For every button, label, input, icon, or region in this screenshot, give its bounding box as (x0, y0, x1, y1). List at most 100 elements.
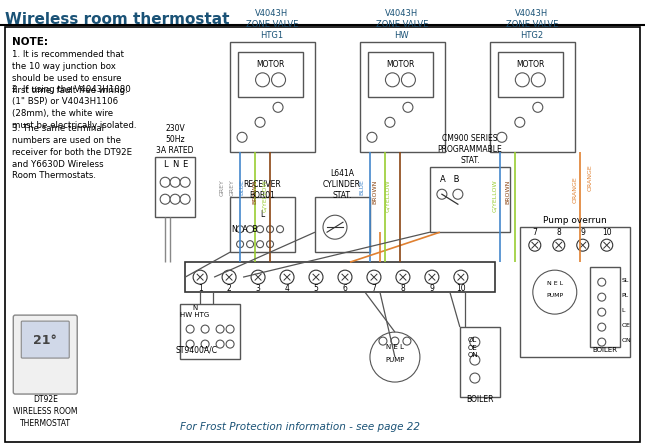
Circle shape (529, 239, 541, 251)
Circle shape (186, 340, 194, 348)
Text: 5: 5 (313, 284, 319, 293)
FancyBboxPatch shape (14, 315, 77, 394)
Circle shape (367, 132, 377, 142)
Circle shape (160, 194, 170, 204)
Circle shape (186, 325, 194, 333)
Text: MOTOR: MOTOR (256, 60, 284, 69)
Bar (590, 267, 620, 347)
Bar (498, 52, 563, 97)
Circle shape (226, 325, 234, 333)
Text: BROWN: BROWN (253, 180, 257, 204)
Text: PUMP: PUMP (546, 293, 563, 298)
Text: ORANGE: ORANGE (572, 176, 577, 202)
Circle shape (273, 102, 283, 112)
Text: 7: 7 (532, 228, 537, 237)
Text: MOTOR: MOTOR (516, 60, 544, 69)
Circle shape (338, 270, 352, 284)
Text: SL: SL (622, 278, 629, 283)
Circle shape (533, 270, 577, 314)
Text: N E L: N E L (386, 344, 404, 350)
FancyBboxPatch shape (21, 321, 69, 358)
Text: 230V
50Hz
3A RATED: 230V 50Hz 3A RATED (156, 124, 194, 155)
Circle shape (598, 278, 606, 286)
Circle shape (370, 332, 420, 382)
Circle shape (437, 189, 447, 199)
Circle shape (403, 102, 413, 112)
Text: BOILER: BOILER (466, 395, 493, 404)
Circle shape (497, 132, 507, 142)
Circle shape (470, 355, 480, 365)
Text: 2: 2 (226, 284, 232, 293)
Text: L641A
CYLINDER
STAT.: L641A CYLINDER STAT. (323, 169, 361, 200)
Text: V4043H
ZONE VALVE
HTG2: V4043H ZONE VALVE HTG2 (506, 9, 558, 40)
Circle shape (222, 270, 236, 284)
Text: V4043H
ZONE VALVE
HTG1: V4043H ZONE VALVE HTG1 (246, 9, 298, 40)
Text: L: L (622, 308, 625, 313)
Circle shape (600, 239, 613, 251)
Circle shape (226, 340, 234, 348)
Circle shape (180, 194, 190, 204)
Text: For Frost Protection information - see page 22: For Frost Protection information - see p… (180, 422, 420, 432)
Text: 10: 10 (602, 228, 611, 237)
Text: DT92E
WIRELESS ROOM
THERMOSTAT: DT92E WIRELESS ROOM THERMOSTAT (13, 395, 77, 428)
Circle shape (396, 270, 410, 284)
Circle shape (246, 240, 253, 248)
Bar (238, 52, 303, 97)
Circle shape (246, 226, 253, 233)
Text: 10: 10 (456, 284, 466, 293)
Text: 6: 6 (342, 284, 348, 293)
Text: A   B: A B (440, 175, 460, 184)
Circle shape (255, 73, 270, 87)
Circle shape (379, 337, 387, 345)
Bar (155, 157, 195, 217)
Text: 8: 8 (557, 228, 561, 237)
Circle shape (201, 340, 209, 348)
Circle shape (255, 117, 265, 127)
Text: BROWN: BROWN (372, 180, 377, 204)
Circle shape (257, 240, 264, 248)
Text: BROWN: BROWN (505, 180, 510, 204)
Text: NOTE:: NOTE: (12, 38, 48, 47)
Circle shape (403, 337, 411, 345)
Circle shape (201, 325, 209, 333)
Circle shape (323, 215, 347, 239)
Bar (368, 52, 433, 97)
Circle shape (453, 189, 463, 199)
Circle shape (577, 239, 589, 251)
Circle shape (470, 337, 480, 347)
Text: 1: 1 (198, 284, 203, 293)
Text: N E L: N E L (547, 281, 563, 286)
Text: OE: OE (622, 323, 631, 328)
Text: N  A  B: N A B (232, 225, 258, 234)
Text: PUMP: PUMP (385, 357, 404, 363)
Circle shape (277, 226, 284, 233)
Circle shape (598, 338, 606, 346)
Text: 9: 9 (430, 284, 434, 293)
Text: 4: 4 (284, 284, 290, 293)
Circle shape (470, 373, 480, 383)
Circle shape (266, 226, 273, 233)
Circle shape (533, 102, 543, 112)
Text: BLUE: BLUE (239, 179, 244, 195)
Text: ST9400A/C: ST9400A/C (175, 345, 217, 354)
Text: G/YELLOW: G/YELLOW (492, 179, 497, 211)
Text: 8: 8 (401, 284, 405, 293)
Text: 3: 3 (255, 284, 261, 293)
Text: ON: ON (622, 338, 631, 343)
Text: Wireless room thermostat: Wireless room thermostat (5, 13, 230, 27)
Circle shape (160, 177, 170, 187)
Text: L: L (260, 210, 264, 219)
Circle shape (531, 73, 545, 87)
Text: GREY: GREY (230, 179, 235, 196)
Circle shape (170, 194, 180, 204)
Bar (460, 327, 500, 397)
Circle shape (180, 177, 190, 187)
Text: V4043H
ZONE VALVE
HW: V4043H ZONE VALVE HW (376, 9, 428, 40)
Text: PL: PL (622, 293, 629, 298)
Circle shape (237, 226, 244, 233)
Circle shape (401, 73, 415, 87)
Circle shape (367, 270, 381, 284)
Circle shape (251, 270, 265, 284)
Text: G/YELLOW: G/YELLOW (386, 179, 390, 211)
Circle shape (216, 325, 224, 333)
